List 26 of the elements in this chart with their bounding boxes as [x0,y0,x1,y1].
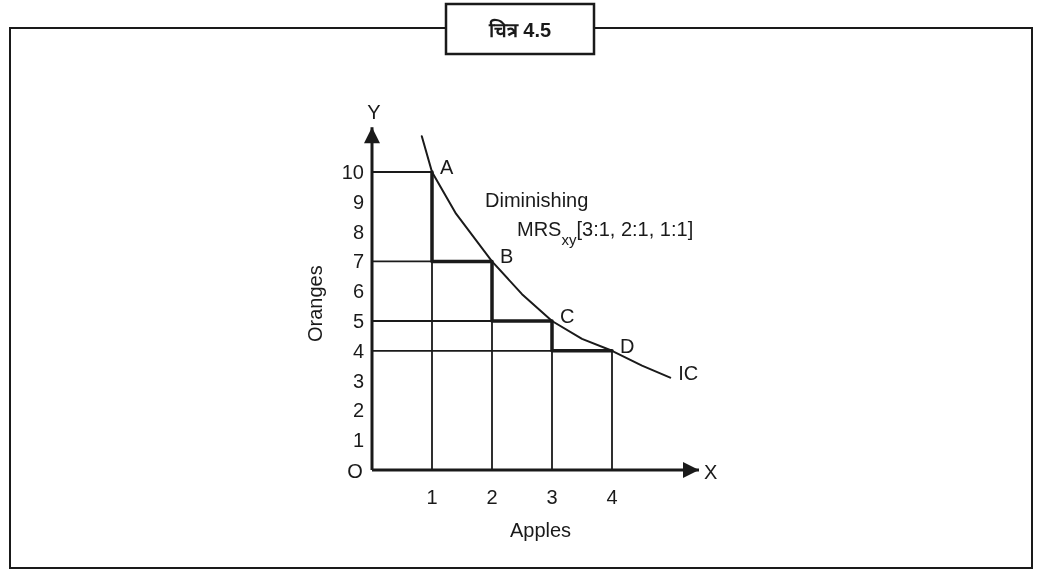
annotation: Diminishing MRS$_{xy}$[3:1, 2:1, 1:1] [485,189,694,248]
x-tick-label: 3 [546,486,558,508]
y-tick-label: 6 [352,280,364,303]
text: Y [367,101,381,123]
x-tick-label: 1 [426,486,438,508]
y-tick-label: 7 [352,250,364,273]
text: O [347,460,363,482]
y-tick-label: 3 [352,369,364,392]
y-tick-label: 1 [352,429,364,452]
y-tick-label: 4 [352,339,364,362]
x-tick-label: 2 [486,486,498,508]
x-tick-label: 4 [606,486,618,508]
x-axis-title: Apples [509,519,572,541]
annotation: IC [678,361,699,384]
annotation: D [620,334,635,357]
y-tick-label: 10 [341,161,364,183]
annotation: C [560,305,575,327]
annotation: B [500,245,514,268]
y-axis-title: Oranges [304,265,326,343]
text: X [704,461,718,483]
y-tick-label: 8 [352,220,364,243]
y-tick-label: 9 [352,190,364,213]
y-tick-label: 2 [352,399,364,422]
annotation: A [440,156,454,178]
y-tick-label: 5 [352,310,364,332]
chart-title: चित्र 4.5 [487,18,552,41]
